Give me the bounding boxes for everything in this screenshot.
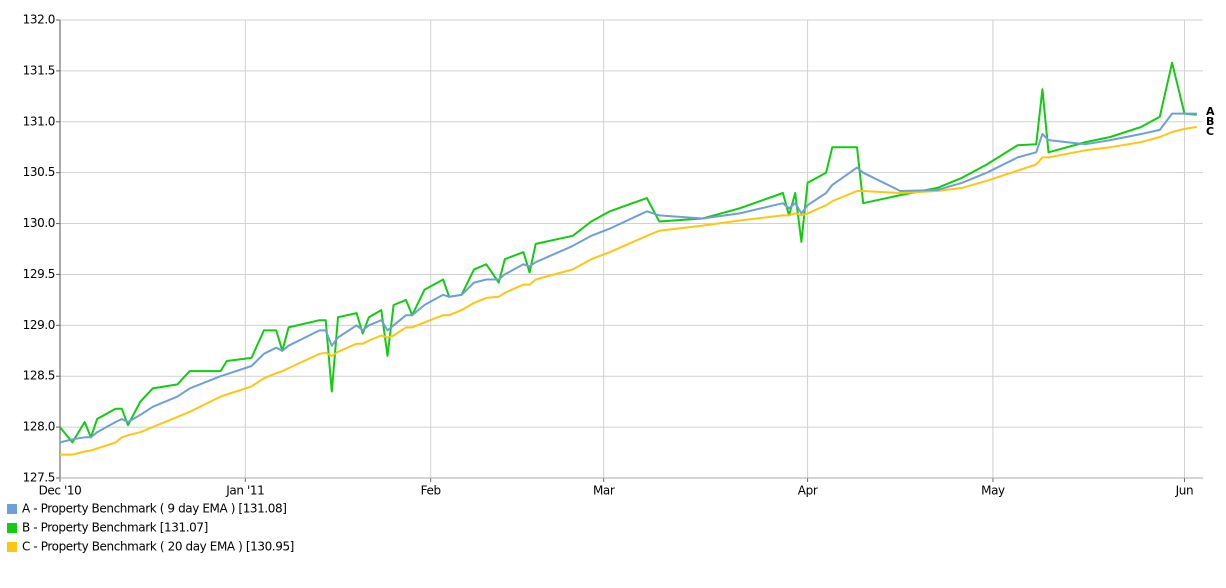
x-tick-label: Apr	[798, 484, 818, 498]
legend-label: C - Property Benchmark ( 20 day EMA ) [1…	[22, 540, 294, 554]
legend-label: A - Property Benchmark ( 9 day EMA ) [13…	[22, 502, 287, 516]
series-line	[59, 112, 1197, 444]
legend-label: B - Property Benchmark [131.07]	[22, 521, 208, 535]
y-tick-label: 127.5	[23, 471, 55, 485]
x-tick-label: Mar	[593, 484, 615, 498]
end-tag: C	[1206, 125, 1214, 138]
end-tag: B	[1206, 115, 1214, 128]
y-tick-label: 128.5	[23, 369, 55, 383]
series-line	[59, 61, 1197, 444]
y-tick-label: 132.0	[23, 13, 55, 27]
legend-swatch	[7, 504, 17, 514]
x-tick-label: Feb	[421, 484, 441, 498]
y-tick-label: 131.5	[23, 63, 55, 77]
end-tag: A	[1206, 105, 1215, 118]
y-tick-label: 130.0	[23, 216, 55, 230]
x-tick-label: May	[981, 484, 1005, 498]
x-tick-label: Jan '11	[225, 484, 264, 498]
y-tick-label: 131.0	[23, 114, 55, 128]
legend-swatch	[7, 523, 17, 533]
series-line	[60, 125, 1197, 456]
y-tick-label: 129.0	[23, 318, 55, 332]
y-tick-label: 129.5	[23, 267, 55, 281]
y-tick-label: 128.0	[23, 420, 55, 434]
x-tick-label: Dec '10	[39, 484, 82, 498]
x-tick-label: Jun	[1175, 484, 1194, 498]
y-tick-label: 130.5	[23, 165, 55, 179]
legend-swatch	[7, 542, 17, 552]
